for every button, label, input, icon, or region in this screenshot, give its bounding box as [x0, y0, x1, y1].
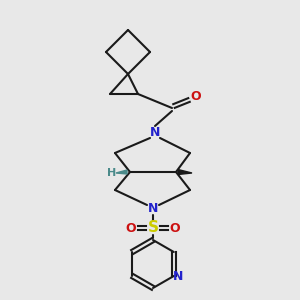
Text: O: O	[170, 221, 180, 235]
Text: N: N	[150, 127, 160, 140]
Text: O: O	[126, 221, 136, 235]
Text: H: H	[107, 168, 117, 178]
Polygon shape	[178, 169, 192, 175]
Polygon shape	[116, 170, 127, 174]
Text: N: N	[172, 271, 183, 284]
Text: O: O	[191, 91, 201, 103]
Text: N: N	[148, 202, 158, 214]
Text: S: S	[148, 220, 158, 236]
